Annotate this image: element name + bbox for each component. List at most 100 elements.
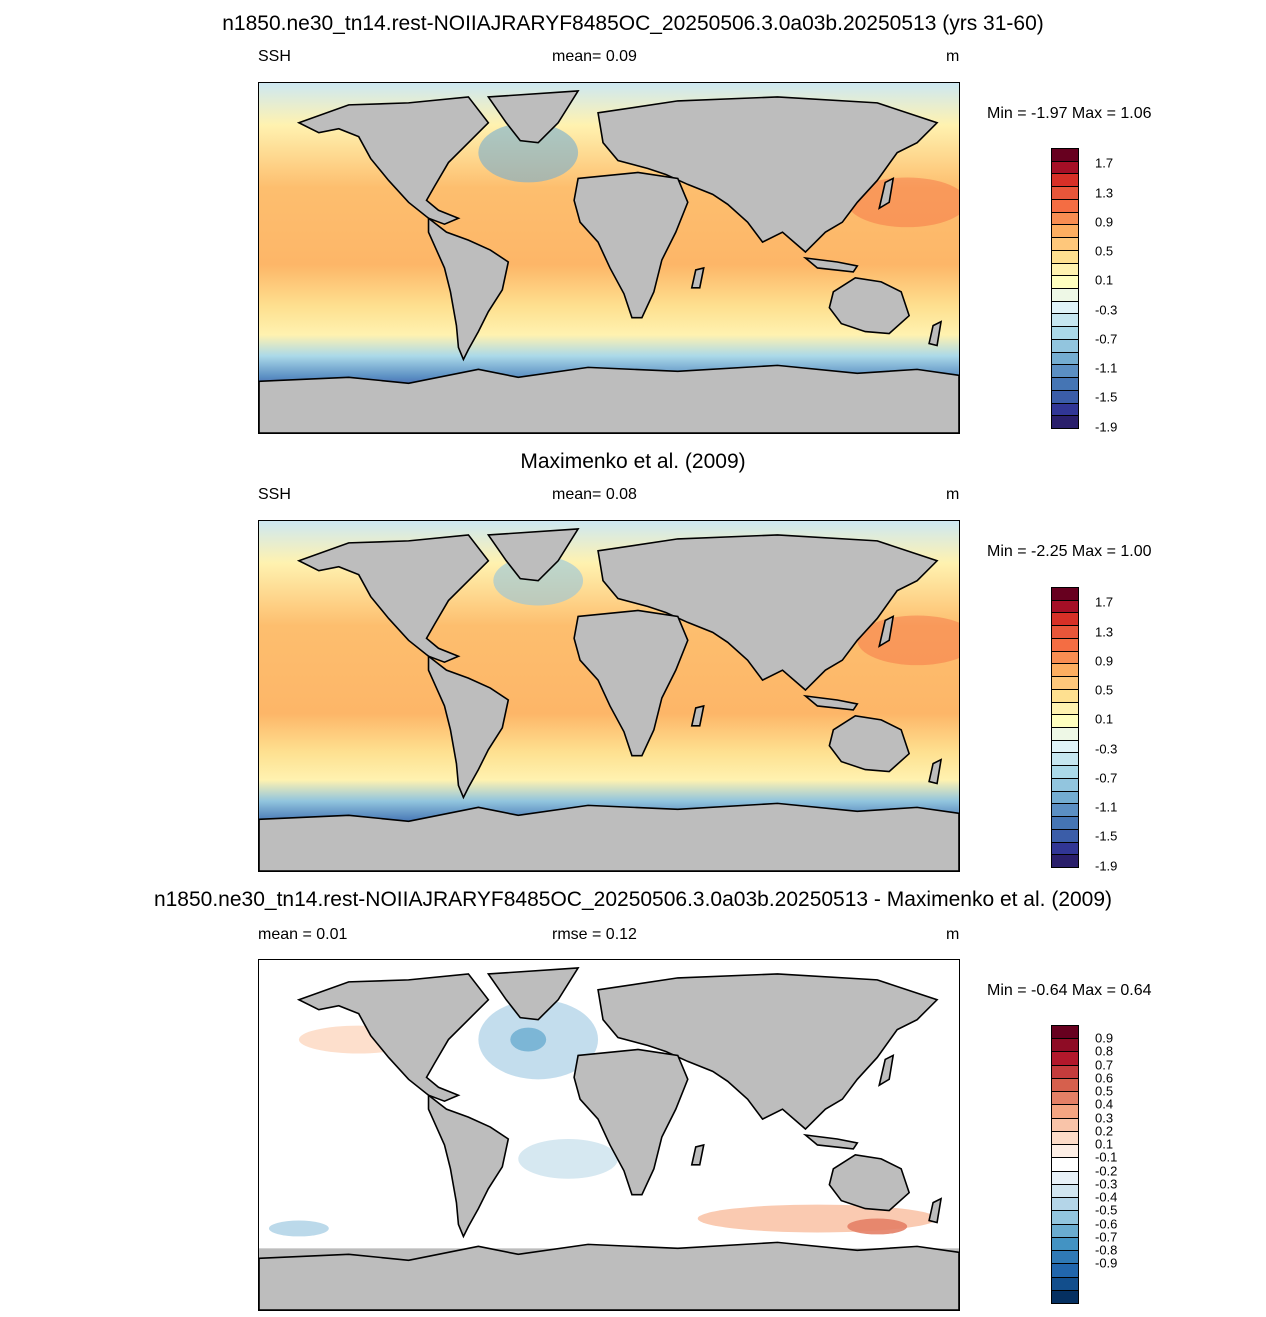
mean-label: mean = 0.01 bbox=[258, 926, 348, 943]
colorbar-tick-label: 0.5 bbox=[1095, 682, 1114, 698]
difference-map bbox=[258, 959, 960, 1311]
colorbar-cell bbox=[1051, 237, 1079, 251]
colorbar-cell bbox=[1051, 828, 1079, 843]
min-max-label: Min = -0.64 Max = 0.64 bbox=[987, 982, 1152, 999]
colorbar-tick-label: 0.9 bbox=[1095, 1030, 1114, 1046]
colorbar-cell bbox=[1051, 676, 1079, 690]
colorbar-cell bbox=[1051, 160, 1079, 175]
colorbar-cell bbox=[1051, 650, 1079, 665]
colorbar-cell bbox=[1051, 1117, 1079, 1132]
colorbar-tick-label: 0.1 bbox=[1095, 272, 1114, 288]
colorbar-cell bbox=[1051, 714, 1079, 728]
colorbar-cell bbox=[1051, 1223, 1079, 1238]
mean-label: mean= 0.09 bbox=[552, 48, 637, 65]
units-label: m bbox=[946, 48, 960, 65]
colorbar-tick-label: 0.9 bbox=[1095, 653, 1114, 669]
colorbar-cell bbox=[1051, 625, 1079, 639]
colorbar-tick-label: 0.5 bbox=[1095, 1083, 1114, 1099]
colorbar-cell bbox=[1051, 326, 1079, 340]
colorbar-cell bbox=[1051, 587, 1079, 601]
colorbar-tick-label: -1.5 bbox=[1095, 389, 1118, 405]
colorbar-cell bbox=[1051, 752, 1079, 767]
colorbar-cell bbox=[1051, 1157, 1079, 1172]
colorbar-cell bbox=[1051, 1276, 1079, 1291]
colorbar-cell bbox=[1051, 211, 1079, 226]
colorbar-cell bbox=[1051, 1064, 1079, 1079]
units-label: m bbox=[946, 486, 960, 503]
colorbar-tick-label: -0.6 bbox=[1095, 1216, 1118, 1232]
colorbar-tick-label: 1.3 bbox=[1095, 624, 1114, 640]
colorbar-cell bbox=[1051, 377, 1079, 391]
colorbar-cell bbox=[1051, 275, 1079, 289]
colorbar-tick-label: -0.3 bbox=[1095, 302, 1118, 318]
colorbar-cell bbox=[1051, 313, 1079, 328]
colorbar-cell bbox=[1051, 854, 1079, 868]
colorbar-tick-label: -0.3 bbox=[1095, 1176, 1118, 1192]
colorbar-cell bbox=[1051, 765, 1079, 779]
ssh-map bbox=[258, 520, 960, 872]
colorbar-tick-label: 0.4 bbox=[1095, 1096, 1114, 1112]
colorbar-cell bbox=[1051, 1236, 1079, 1252]
colorbar-cell bbox=[1051, 688, 1079, 703]
colorbar-cell bbox=[1051, 1038, 1079, 1053]
min-max-label: Min = -1.97 Max = 1.06 bbox=[987, 105, 1152, 122]
colorbar-cell bbox=[1051, 1051, 1079, 1066]
panel-title: n1850.ne30_tn14.rest-NOIIAJRARYF8485OC_2… bbox=[153, 888, 1113, 911]
colorbar-tick-label: -1.1 bbox=[1095, 360, 1118, 376]
colorbar-cell bbox=[1051, 1183, 1079, 1199]
colorbar: 1.7 1.3 0.9 0.5 0.1 -0.3 -0.7 -1.1 -1.5 -1.9 bbox=[1051, 587, 1117, 873]
colorbar-tick-label: -0.9 bbox=[1095, 1255, 1118, 1271]
rmse-label: rmse = 0.12 bbox=[552, 926, 637, 943]
colorbar-cell bbox=[1051, 1091, 1079, 1106]
colorbar-cell bbox=[1051, 637, 1079, 652]
colorbar-tick-label: -0.2 bbox=[1095, 1163, 1118, 1179]
colorbar-cell bbox=[1051, 1025, 1079, 1040]
ssh-map bbox=[258, 82, 960, 434]
panel-title: Maximenko et al. (2009) bbox=[520, 450, 746, 473]
mean-label: mean= 0.08 bbox=[552, 486, 637, 503]
colorbar-cell bbox=[1051, 364, 1079, 379]
colorbar-tick-label: -1.5 bbox=[1095, 828, 1118, 844]
colorbar-tick-label: -1.1 bbox=[1095, 799, 1118, 815]
colorbar-cell bbox=[1051, 1289, 1079, 1304]
colorbar-cell bbox=[1051, 1170, 1079, 1185]
colorbar-cell bbox=[1051, 288, 1079, 302]
colorbar-tick-label: 1.7 bbox=[1095, 594, 1114, 610]
colorbar-cell bbox=[1051, 599, 1079, 614]
colorbar-cell bbox=[1051, 1144, 1079, 1159]
colorbar-cell bbox=[1051, 727, 1079, 741]
colorbar-cell bbox=[1051, 1197, 1079, 1212]
colorbar-tick-label: -0.7 bbox=[1095, 770, 1118, 786]
colorbar-tick-label: -1.9 bbox=[1095, 419, 1118, 435]
colorbar-tick-label: -0.3 bbox=[1095, 741, 1118, 757]
field-label: SSH bbox=[258, 48, 291, 65]
colorbar-tick-label: 0.5 bbox=[1095, 243, 1114, 259]
colorbar-cell bbox=[1051, 1210, 1079, 1225]
panel-title: n1850.ne30_tn14.rest-NOIIAJRARYF8485OC_2… bbox=[222, 12, 1044, 35]
colorbar-tick-label: 1.3 bbox=[1095, 185, 1114, 201]
colorbar-tick-label: 0.6 bbox=[1095, 1070, 1114, 1086]
colorbar-cell bbox=[1051, 186, 1079, 200]
colorbar-cell bbox=[1051, 262, 1079, 277]
colorbar-tick-label: -0.8 bbox=[1095, 1242, 1118, 1258]
colorbar-cell bbox=[1051, 841, 1079, 856]
colorbar-cell bbox=[1051, 351, 1079, 366]
colorbar-tick-label: 0.2 bbox=[1095, 1123, 1114, 1139]
colorbar-cell bbox=[1051, 1077, 1079, 1093]
colorbar-cell bbox=[1051, 249, 1079, 264]
colorbar: 0.9 0.8 0.7 0.6 0.5 0.4 0.3 0.2 0.1 -0.1 -0.2 -0.3-… bbox=[1051, 1025, 1117, 1304]
colorbar-tick-label: 0.7 bbox=[1095, 1057, 1114, 1073]
colorbar-cell bbox=[1051, 1250, 1079, 1265]
colorbar-cell bbox=[1051, 148, 1079, 162]
colorbar-cell bbox=[1051, 415, 1079, 429]
colorbar-tick-label: 0.9 bbox=[1095, 214, 1114, 230]
colorbar-tick-label: -0.5 bbox=[1095, 1202, 1118, 1218]
colorbar-tick-label: 0.1 bbox=[1095, 1136, 1114, 1152]
colorbar-tick-label: 1.7 bbox=[1095, 155, 1114, 171]
colorbar-cell bbox=[1051, 701, 1079, 716]
colorbar-tick-label: -0.1 bbox=[1095, 1149, 1118, 1165]
colorbar-tick-label: -1.9 bbox=[1095, 858, 1118, 874]
colorbar-cell bbox=[1051, 790, 1079, 805]
units-label: m bbox=[946, 926, 960, 943]
colorbar-cell bbox=[1051, 173, 1079, 188]
